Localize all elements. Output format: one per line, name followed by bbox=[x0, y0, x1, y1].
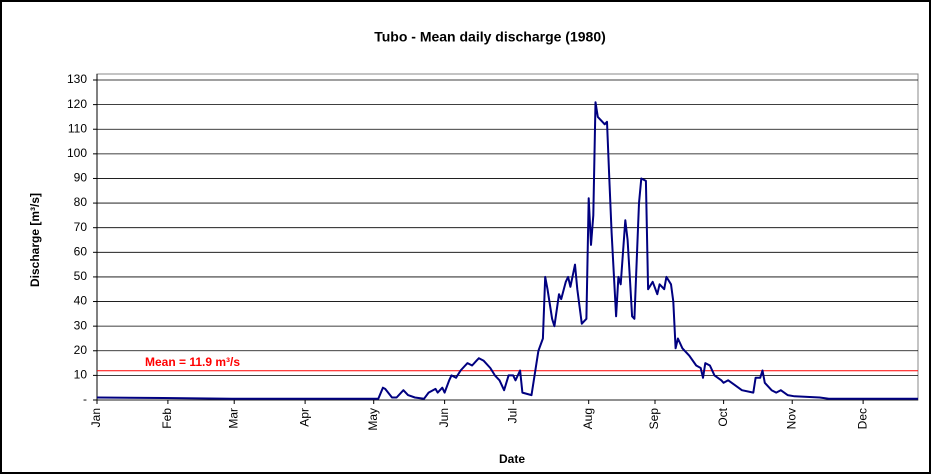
x-tick-label: Sep bbox=[647, 408, 661, 430]
y-tick-label: 50 bbox=[74, 269, 88, 283]
y-tick-label: 80 bbox=[74, 195, 88, 209]
x-tick-label: May bbox=[366, 408, 380, 431]
y-tick-label: 90 bbox=[74, 171, 88, 185]
x-axis-title: Date bbox=[499, 452, 525, 466]
y-tick-label: - bbox=[83, 392, 87, 406]
x-tick-label: Apr bbox=[297, 408, 311, 427]
x-tick-label: Nov bbox=[784, 408, 798, 429]
x-tick-label: Oct bbox=[716, 407, 730, 426]
y-tick-label: 130 bbox=[67, 72, 87, 86]
plot-area bbox=[96, 73, 919, 401]
y-tick-label: 100 bbox=[67, 146, 87, 160]
y-tick-label: 10 bbox=[74, 368, 88, 382]
x-tick-label: Jul bbox=[505, 408, 519, 423]
y-tick-label: 110 bbox=[68, 121, 87, 135]
y-tick-label: 70 bbox=[74, 220, 88, 234]
discharge-line bbox=[96, 101, 918, 400]
y-axis-title: Discharge [m³/s] bbox=[28, 193, 42, 287]
x-tick-label: Jan bbox=[89, 408, 103, 427]
y-tick-label: 20 bbox=[74, 343, 88, 357]
x-tick-label: Mar bbox=[226, 408, 240, 429]
y-tick-label: 120 bbox=[67, 97, 87, 111]
y-tick-label: 40 bbox=[74, 294, 88, 308]
x-tick-label: Aug bbox=[581, 408, 595, 429]
x-tick-label: Feb bbox=[160, 408, 174, 429]
x-tick-label: Dec bbox=[855, 408, 869, 429]
chart-title: Tubo - Mean daily discharge (1980) bbox=[374, 29, 606, 45]
x-tick-label: Jun bbox=[437, 408, 451, 427]
mean-label: Mean = 11.9 m³/s bbox=[145, 355, 240, 369]
y-tick-label: 30 bbox=[74, 318, 88, 332]
y-tick-label: 60 bbox=[74, 244, 88, 258]
